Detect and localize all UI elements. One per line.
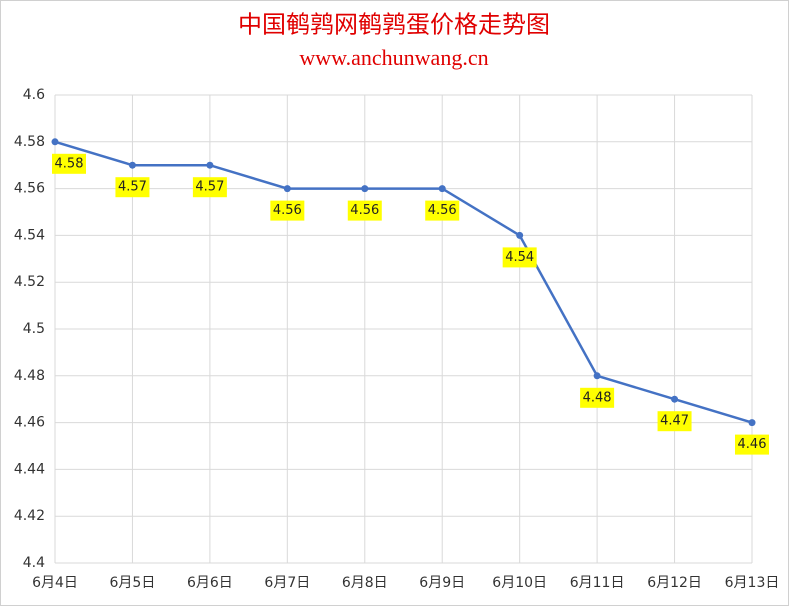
y-tick-label: 4.54 [14, 227, 45, 243]
value-label: 4.57 [118, 180, 147, 195]
value-label: 4.48 [583, 390, 612, 405]
value-label-bg [347, 200, 382, 221]
y-tick-label: 4.4 [23, 555, 45, 571]
value-label-bg [270, 200, 305, 221]
value-label: 4.56 [350, 203, 379, 218]
x-tick-label: 6月9日 [419, 575, 465, 591]
point [128, 161, 136, 169]
y-tick-label: 4.6 [23, 87, 45, 103]
y-tick-label: 4.58 [14, 134, 45, 150]
value-label: 4.46 [738, 437, 767, 452]
chart-title: 中国鹌鹑网鹌鹑蛋价格走势图 [238, 12, 550, 39]
y-tick-label: 4.42 [14, 508, 45, 524]
point [206, 161, 214, 169]
y-tick-label: 4.56 [14, 181, 45, 197]
point [361, 185, 369, 193]
x-tick-label: 6月8日 [342, 575, 388, 591]
y-tick-label: 4.5 [23, 321, 45, 337]
value-label-bg [580, 387, 615, 408]
value-label: 4.54 [505, 250, 534, 265]
value-label-bg [425, 200, 460, 221]
point [671, 395, 679, 403]
value-label-bg [502, 247, 537, 268]
y-tick-label: 4.48 [14, 368, 45, 384]
point [438, 185, 446, 193]
value-label-bg [735, 434, 769, 455]
y-tick-label: 4.44 [14, 461, 45, 477]
value-label: 4.56 [428, 203, 457, 218]
chart-subtitle: www.anchunwang.cn [299, 45, 488, 70]
point [593, 372, 601, 380]
point [516, 231, 524, 239]
x-tick-label: 6月11日 [570, 575, 625, 591]
x-tick-label: 6月6日 [187, 575, 233, 591]
x-tick-label: 6月7日 [264, 575, 310, 591]
value-label: 4.58 [55, 156, 84, 171]
x-tick-label: 6月12日 [647, 575, 702, 591]
point [748, 419, 756, 427]
x-tick-label: 6月5日 [110, 575, 156, 591]
x-tick-label: 6月13日 [725, 575, 780, 591]
value-label-bg [115, 177, 150, 198]
value-label-bg [192, 177, 227, 198]
x-tick-label: 6月4日 [32, 575, 78, 591]
value-label: 4.56 [273, 203, 302, 218]
y-tick-label: 4.52 [14, 274, 45, 290]
value-label: 4.47 [660, 414, 689, 429]
value-label-bg [657, 411, 692, 432]
point [283, 185, 291, 193]
line [54, 140, 753, 424]
value-label-bg [52, 153, 86, 174]
x-tick-label: 6月10日 [492, 575, 547, 591]
y-tick-label: 4.46 [14, 415, 45, 431]
point [51, 138, 59, 146]
value-label: 4.57 [195, 180, 224, 195]
